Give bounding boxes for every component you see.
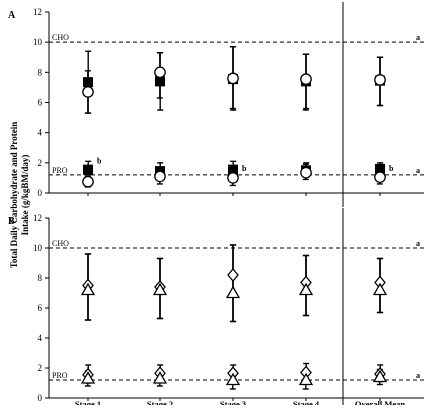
- x-category-label: Stage 3: [220, 399, 246, 405]
- data-point-square: [375, 163, 385, 174]
- data-point-circle: [227, 72, 239, 85]
- data-point-circle: [82, 175, 94, 188]
- reference-label-cho: CHO: [52, 239, 69, 248]
- data-point-triangle: [298, 372, 314, 386]
- y-tick-label: 8: [38, 67, 43, 77]
- reference-label-cho: CHO: [52, 33, 69, 42]
- significance-label: b: [389, 164, 394, 173]
- data-point-circle: [227, 172, 239, 184]
- y-axis-label: Intake (g/kgBM/day): [20, 155, 30, 236]
- data-point-triangle: [80, 371, 96, 384]
- data-point-triangle: [225, 372, 241, 386]
- y-tick-label: 0: [38, 188, 43, 198]
- y-tick-label: 6: [38, 98, 43, 108]
- data-point-triangle: [80, 282, 96, 296]
- data-point-triangle: [152, 371, 168, 384]
- y-tick-label: 8: [38, 273, 43, 283]
- x-category-label: Stage 2: [147, 399, 173, 405]
- data-point-triangle: [152, 282, 168, 296]
- data-point-triangle: [225, 285, 241, 299]
- y-tick-label: 6: [38, 303, 43, 313]
- significance-label: a: [416, 166, 420, 175]
- y-tick-label: 2: [38, 363, 43, 373]
- reference-label-pro: PRO: [52, 166, 68, 175]
- data-point-triangle: [372, 282, 388, 296]
- significance-label: b: [242, 164, 247, 173]
- x-category-label: Overall Mean: [355, 399, 406, 405]
- data-point-triangle: [372, 369, 388, 383]
- y-axis-label: Total Daily Carbohydrate and Protein: [9, 122, 19, 269]
- data-point-square: [83, 77, 93, 88]
- data-point-circle: [374, 74, 386, 86]
- y-tick-label: 2: [38, 158, 43, 168]
- data-point-square: [228, 164, 238, 175]
- data-point-square: [155, 76, 165, 87]
- y-tick-label: 10: [33, 243, 43, 253]
- reference-label-pro: PRO: [52, 371, 68, 380]
- y-tick-label: 4: [38, 333, 43, 343]
- significance-label: a: [416, 371, 420, 380]
- data-point-circle: [82, 86, 94, 98]
- significance-label: b: [97, 156, 102, 165]
- data-point-circle: [154, 170, 166, 183]
- data-point-circle: [300, 166, 312, 179]
- data-point-circle: [300, 73, 312, 85]
- y-tick-label: 4: [38, 128, 43, 138]
- data-point-square: [83, 164, 93, 175]
- significance-label: a: [416, 33, 420, 42]
- panel-b: [45, 208, 424, 410]
- panel-a: [45, 2, 424, 207]
- panel-label-b: B: [8, 216, 15, 227]
- data-point-triangle: [298, 282, 314, 296]
- y-tick-label: 0: [38, 393, 43, 403]
- x-category-label: Stage 4: [293, 399, 320, 405]
- panel-label-a: A: [8, 10, 16, 21]
- data-point-diamond: [227, 267, 239, 283]
- significance-label: a: [416, 239, 420, 248]
- y-tick-label: 12: [33, 7, 42, 17]
- x-category-label: Stage 1: [75, 399, 101, 405]
- y-tick-label: 10: [33, 37, 43, 47]
- data-point-circle: [374, 171, 386, 184]
- data-point-circle: [154, 66, 166, 79]
- y-tick-label: 12: [33, 213, 42, 223]
